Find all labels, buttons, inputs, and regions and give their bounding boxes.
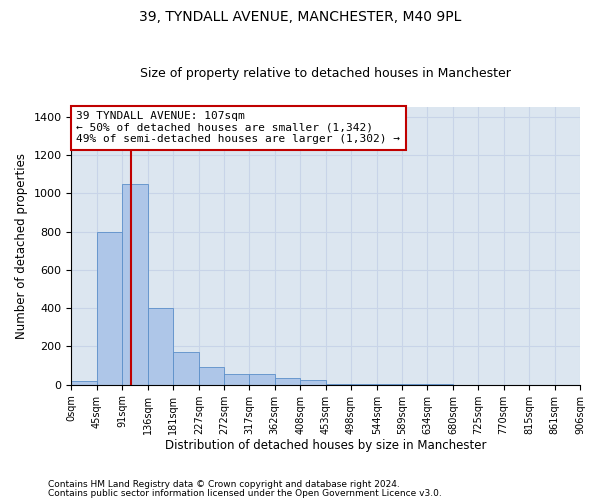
- Bar: [71, 381, 97, 384]
- Bar: [148, 308, 173, 384]
- Bar: [97, 232, 122, 384]
- Title: Size of property relative to detached houses in Manchester: Size of property relative to detached ho…: [140, 66, 511, 80]
- Bar: [250, 374, 275, 384]
- Bar: [275, 378, 301, 384]
- Bar: [199, 368, 224, 384]
- Text: 39, TYNDALL AVENUE, MANCHESTER, M40 9PL: 39, TYNDALL AVENUE, MANCHESTER, M40 9PL: [139, 10, 461, 24]
- Bar: [224, 374, 250, 384]
- X-axis label: Distribution of detached houses by size in Manchester: Distribution of detached houses by size …: [165, 440, 487, 452]
- Text: 39 TYNDALL AVENUE: 107sqm
← 50% of detached houses are smaller (1,342)
49% of se: 39 TYNDALL AVENUE: 107sqm ← 50% of detac…: [76, 111, 400, 144]
- Bar: [122, 184, 148, 384]
- Text: Contains public sector information licensed under the Open Government Licence v3: Contains public sector information licen…: [48, 488, 442, 498]
- Bar: [301, 380, 326, 384]
- Bar: [173, 352, 199, 384]
- Y-axis label: Number of detached properties: Number of detached properties: [15, 153, 28, 339]
- Text: Contains HM Land Registry data © Crown copyright and database right 2024.: Contains HM Land Registry data © Crown c…: [48, 480, 400, 489]
